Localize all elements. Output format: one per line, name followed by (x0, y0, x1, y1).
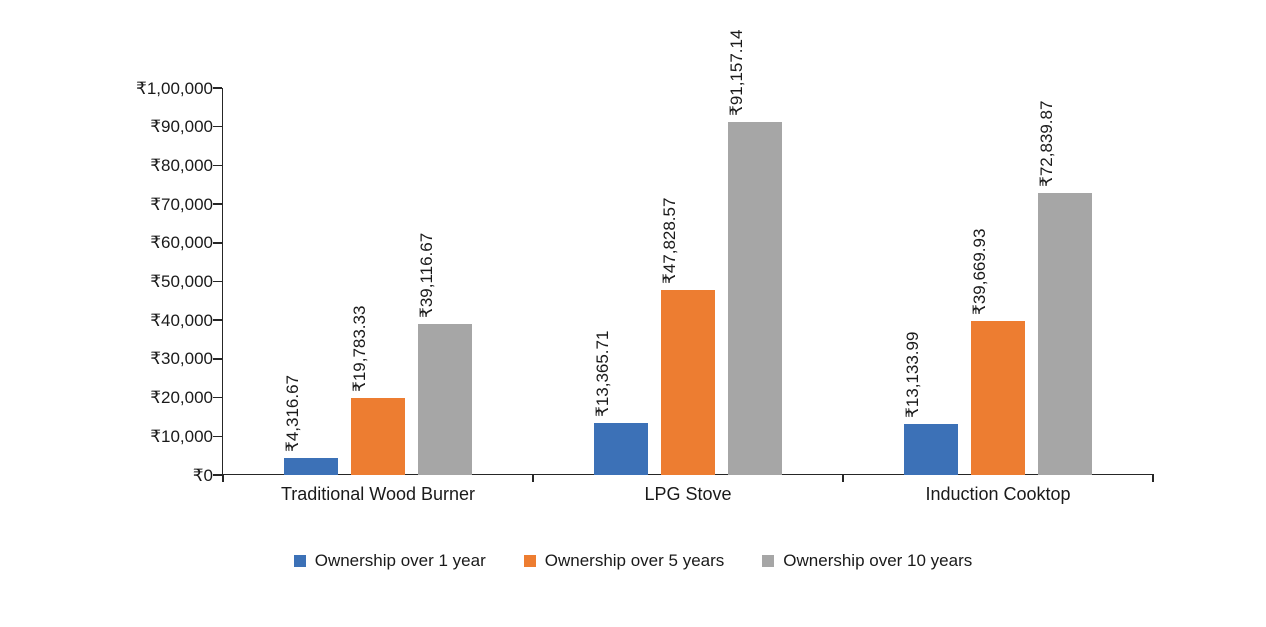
y-axis-tick-label: ₹10,000 (150, 426, 213, 446)
y-axis-tick (213, 280, 222, 283)
bar-value-label: ₹72,839.87 (1036, 100, 1056, 188)
y-axis-tick-label: ₹60,000 (150, 233, 213, 253)
y-axis-tick (213, 164, 222, 167)
bar-ownership-over-1-year-lpg-stove (594, 423, 648, 475)
y-axis-tick (213, 358, 222, 360)
y-axis-tick-label: ₹50,000 (150, 272, 213, 291)
y-axis-tick-label: ₹90,000 (150, 117, 213, 137)
y-axis-tick (213, 396, 222, 399)
x-axis-tick (1152, 474, 1154, 482)
bar-value-label: ₹91,157.14 (726, 29, 746, 117)
bar-value-label: ₹39,669.93 (969, 229, 989, 316)
bar-value-label: ₹13,133.99 (902, 331, 922, 419)
category-label-induction-cooktop: Induction Cooktop (925, 484, 1071, 504)
bar-ownership-over-1-year-traditional-wood-burner (284, 458, 338, 475)
y-axis-tick (213, 435, 222, 438)
legend: Ownership over 1 year Ownership over 5 ye… (0, 551, 1266, 571)
y-axis-tick-label: ₹1,00,000 (136, 78, 213, 98)
y-axis-tick-label: ₹40,000 (150, 310, 213, 330)
x-axis-tick (222, 474, 224, 482)
bar-value-label: ₹39,116.67 (416, 232, 436, 318)
y-axis-tick (213, 203, 222, 205)
bar-ownership-over-10-years-induction-cooktop (1038, 193, 1092, 475)
bar-ownership-over-10-years-lpg-stove (728, 122, 782, 475)
legend-swatch-icon (762, 555, 775, 567)
y-axis-tick (213, 242, 222, 244)
category-label-lpg-stove: LPG Stove (644, 484, 732, 504)
plot-area: ₹4,316.67 ₹19,783.33 ₹39,116.67 ₹13,365.71 ₹… (223, 30, 1153, 475)
bar-ownership-over-5-years-lpg-stove (661, 289, 715, 475)
y-axis-tick (213, 87, 222, 89)
legend-label: Ownership over 1 year (314, 551, 486, 570)
legend-label: Ownership over 5 years (544, 551, 725, 570)
legend-swatch-icon (293, 555, 306, 567)
bar-ownership-over-10-years-traditional-wood-burner (418, 323, 472, 475)
y-axis-tick-label: ₹70,000 (150, 194, 213, 214)
legend-item-ownership-over-10-years: Ownership over 10 years (762, 551, 972, 571)
bar-value-label: ₹47,828.57 (659, 197, 679, 284)
y-axis-tick-label: ₹20,000 (150, 388, 213, 408)
bar-ownership-over-1-year-induction-cooktop (904, 424, 958, 475)
x-axis-tick (532, 474, 534, 482)
x-axis-tick (842, 474, 844, 482)
legend-item-ownership-over-1-year: Ownership over 1 year (293, 551, 486, 571)
bar-value-label: ₹13,365.71 (592, 330, 612, 418)
bar-value-label: ₹4,316.67 (282, 375, 302, 453)
bar-ownership-over-5-years-traditional-wood-burner (351, 398, 405, 475)
y-axis-tick (213, 125, 222, 128)
y-axis-tick-label: ₹30,000 (150, 349, 213, 369)
legend-swatch-icon (523, 555, 536, 567)
y-axis-tick-label: ₹0 (192, 465, 213, 485)
legend-item-ownership-over-5-years: Ownership over 5 years (523, 551, 725, 571)
y-axis-tick (213, 319, 222, 321)
y-axis-line (221, 88, 223, 480)
y-axis-tick-label: ₹80,000 (150, 155, 213, 175)
bar-value-label: ₹19,783.33 (349, 306, 369, 393)
bar-ownership-over-5-years-induction-cooktop (971, 321, 1025, 475)
category-label-traditional-wood-burner: Traditional Wood Burner (280, 484, 476, 504)
legend-label: Ownership over 10 years (783, 551, 973, 570)
y-axis-tick (213, 474, 222, 476)
